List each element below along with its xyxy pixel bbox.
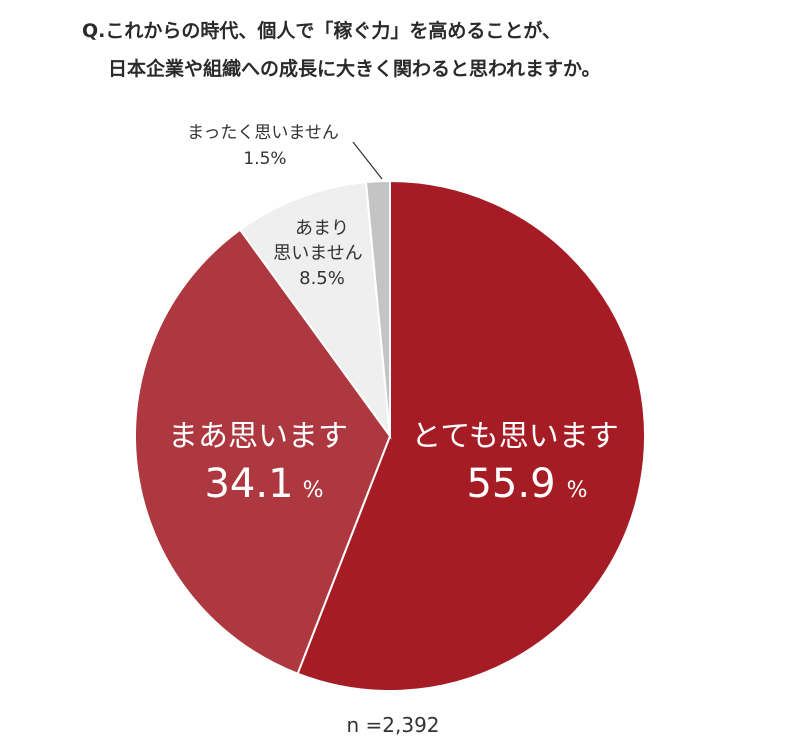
slice-value-maa-unit: % — [303, 478, 324, 503]
slice-maa — [134, 228, 392, 675]
slice-label-maa: まあ思います — [168, 419, 348, 454]
slice-label-amari-1: あまり — [295, 218, 349, 239]
question-line-2: 日本企業や組織への成長に大きく関わると思われますか。 — [108, 58, 601, 80]
slice-amari — [238, 181, 392, 440]
sample-size: n =2,392 — [346, 713, 440, 737]
question-line-1: Q.これからの時代、個人で「稼ぐ力」を高めることが、 — [82, 20, 561, 42]
slice-value-totemo-unit: % — [567, 478, 588, 503]
slice-label-amari-2: 思いません — [273, 243, 362, 264]
slice-value-maa-number: 34.1 — [204, 461, 293, 507]
slice-totemo — [296, 179, 646, 692]
question-title: Q.これからの時代、個人で「稼ぐ力」を高めることが、 日本企業や組織への成長に大… — [0, 0, 786, 90]
slice-value-mattaku: 1.5% — [243, 149, 286, 169]
slice-label-totemo: とても思います — [411, 419, 619, 454]
slice-mattaku — [364, 179, 391, 437]
slice-label-mattaku: まったく思いません — [187, 123, 339, 143]
leader-line — [352, 141, 383, 180]
slice-value-totemo: 55.9 % — [466, 461, 587, 507]
slice-value-maa: 34.1 % — [204, 461, 323, 507]
slice-value-amari: 8.5% — [299, 268, 345, 289]
slice-value-totemo-number: 55.9 — [466, 461, 555, 507]
